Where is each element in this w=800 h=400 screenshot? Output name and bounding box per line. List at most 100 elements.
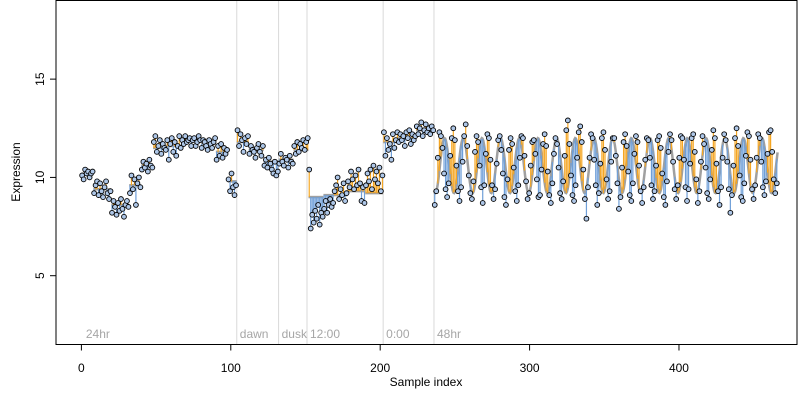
data-point xyxy=(773,180,780,187)
data-point xyxy=(653,162,659,169)
data-point xyxy=(645,137,652,143)
data-point xyxy=(231,192,238,198)
data-point xyxy=(526,190,533,196)
data-point xyxy=(673,196,680,202)
data-point xyxy=(470,178,477,185)
data-point xyxy=(620,139,627,145)
data-point xyxy=(447,152,454,159)
data-point xyxy=(712,135,718,141)
data-point xyxy=(695,200,701,206)
data-point xyxy=(617,194,624,200)
data-point xyxy=(512,188,519,195)
data-point xyxy=(225,176,232,183)
data-point xyxy=(718,184,724,191)
phase-label: 12:00 xyxy=(310,327,340,341)
data-point xyxy=(575,129,582,136)
data-point xyxy=(121,213,127,220)
data-point xyxy=(103,178,109,185)
data-point xyxy=(95,192,102,198)
data-point xyxy=(110,198,117,204)
data-point xyxy=(336,196,342,202)
y-tick-label: 15 xyxy=(33,72,47,86)
data-point xyxy=(597,160,604,167)
data-point xyxy=(614,180,621,187)
data-point xyxy=(301,147,308,153)
data-point xyxy=(752,182,758,189)
data-point xyxy=(764,150,771,157)
data-point xyxy=(309,211,316,218)
data-point xyxy=(705,196,712,202)
data-point xyxy=(100,194,106,200)
data-point xyxy=(761,192,768,198)
data-point xyxy=(461,133,468,139)
data-point xyxy=(569,192,576,198)
data-point xyxy=(107,188,114,195)
data-point xyxy=(715,188,721,195)
fitted-wave xyxy=(432,136,779,195)
data-point xyxy=(165,156,172,163)
data-point xyxy=(713,160,720,167)
data-point xyxy=(388,156,395,163)
data-point xyxy=(442,186,449,193)
data-point xyxy=(681,156,687,163)
data-point xyxy=(622,131,628,138)
data-point xyxy=(735,143,741,149)
x-tick-label: 300 xyxy=(520,361,540,375)
data-point xyxy=(112,204,118,210)
data-point xyxy=(504,176,511,183)
data-point xyxy=(747,156,754,163)
data-point xyxy=(498,147,505,153)
data-point xyxy=(679,135,686,141)
x-tick-label: 400 xyxy=(669,361,689,375)
data-point xyxy=(283,156,290,163)
data-point xyxy=(337,186,344,193)
phase-label: 24hr xyxy=(86,327,110,341)
data-point xyxy=(310,219,317,226)
data-point xyxy=(721,131,728,138)
data-point xyxy=(370,162,377,169)
data-point xyxy=(636,162,642,169)
data-point xyxy=(707,176,714,183)
data-point xyxy=(521,152,528,159)
data-point xyxy=(464,143,471,149)
data-point xyxy=(291,143,298,149)
data-point xyxy=(387,141,393,147)
data-point xyxy=(580,166,587,173)
data-point xyxy=(167,141,174,147)
data-point xyxy=(725,186,732,193)
data-point xyxy=(372,176,378,183)
data-point xyxy=(552,135,559,141)
data-point xyxy=(758,158,765,165)
data-point xyxy=(616,206,622,212)
data-point xyxy=(444,194,450,200)
data-point xyxy=(146,156,153,163)
data-point xyxy=(98,188,105,195)
data-point xyxy=(415,131,422,138)
data-point xyxy=(430,127,437,134)
data-point xyxy=(382,152,389,159)
data-point xyxy=(623,143,630,149)
data-point xyxy=(657,145,664,151)
data-point xyxy=(80,176,87,183)
data-point xyxy=(266,154,272,161)
data-point xyxy=(366,178,372,185)
data-point xyxy=(143,160,150,167)
data-point xyxy=(599,135,605,141)
data-point xyxy=(327,196,333,202)
data-point xyxy=(554,141,560,147)
data-point xyxy=(458,184,464,191)
data-point xyxy=(501,194,508,200)
data-point xyxy=(145,168,151,175)
data-point xyxy=(219,154,226,161)
data-point xyxy=(391,145,398,151)
data-point xyxy=(499,170,506,177)
data-point xyxy=(173,152,180,159)
data-point xyxy=(379,172,386,179)
data-point xyxy=(304,135,311,141)
data-point xyxy=(770,176,777,183)
data-point xyxy=(452,137,458,143)
data-point xyxy=(532,150,539,157)
data-point xyxy=(742,152,749,159)
x-axis: 0 100 200 300 400 xyxy=(78,344,689,375)
data-point xyxy=(422,121,429,128)
